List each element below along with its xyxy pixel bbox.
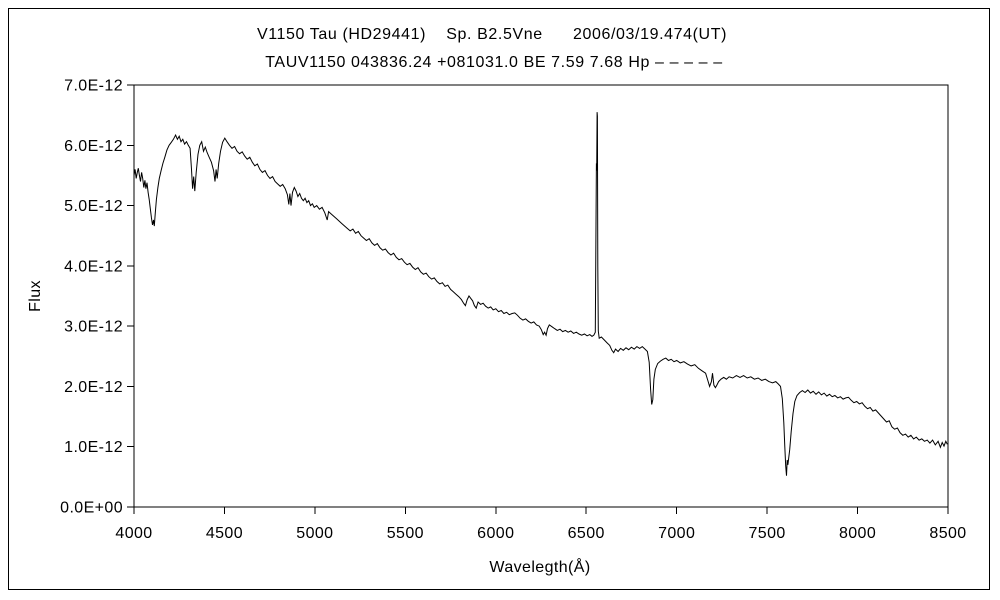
x-tick-label: 7000	[658, 525, 695, 542]
x-tick-label: 4000	[115, 525, 152, 542]
y-axis-title: Flux	[27, 280, 44, 312]
spectrum-line	[133, 112, 948, 476]
chart-subtitle: TAUV1150 043836.24 +081031.0 BE 7.59 7.6…	[265, 54, 722, 71]
y-tick-label: 0.0E+00	[60, 500, 123, 517]
x-tick-label: 5000	[296, 525, 333, 542]
x-tick-label: 8000	[839, 525, 876, 542]
x-tick-label: 7500	[749, 525, 786, 542]
y-tick-label: 3.0E-12	[64, 319, 123, 336]
y-tick-label: 2.0E-12	[64, 379, 123, 396]
series-layer	[133, 112, 948, 476]
x-axis-title: Wavelegth(Å)	[489, 557, 590, 576]
x-tick-label: 6000	[477, 525, 514, 542]
y-tick-label: 5.0E-12	[64, 198, 123, 215]
x-tick-label: 5500	[387, 525, 424, 542]
y-tick-label: 7.0E-12	[64, 78, 123, 95]
x-tick-label: 8500	[929, 525, 966, 542]
plot-frame	[133, 84, 949, 508]
axes-layer: 0.0E+00 1.0E-12 2.0E-12 3.0E-12 4.0E-12 5.0E-…	[60, 78, 966, 543]
y-tick-label: 6.0E-12	[64, 138, 123, 155]
chart-title: V1150 Tau (HD29441) Sp. B2.5Vne 2006/03/…	[257, 26, 727, 43]
x-tick-label: 6500	[568, 525, 605, 542]
x-tick-label: 4500	[206, 525, 243, 542]
y-tick-label: 1.0E-12	[64, 439, 123, 456]
y-tick-label: 4.0E-12	[64, 258, 123, 275]
